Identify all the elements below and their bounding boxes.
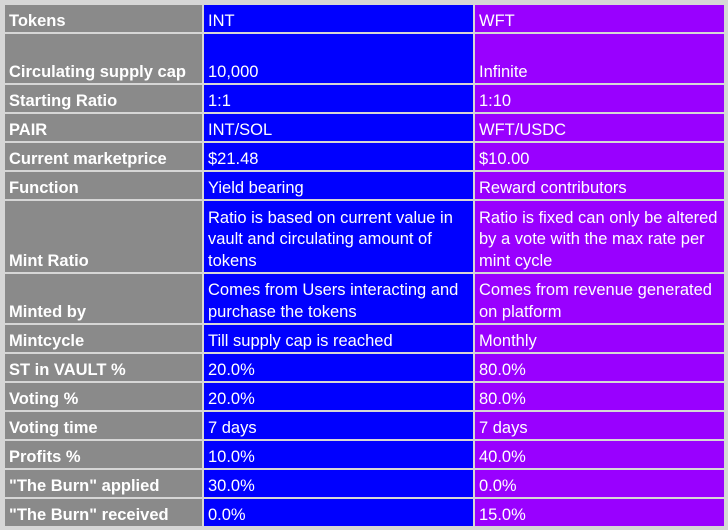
row-label: PAIR: [5, 114, 202, 141]
int-cell: 1:1: [204, 85, 473, 112]
int-cell: 10,000: [204, 34, 473, 83]
wft-cell: 40.0%: [475, 441, 724, 468]
wft-cell: 0.0%: [475, 470, 724, 497]
int-cell: Comes from Users interacting and purchas…: [204, 274, 473, 323]
wft-cell: WFT/USDC: [475, 114, 724, 141]
int-cell: Yield bearing: [204, 172, 473, 199]
table-row: Voting % 20.0% 80.0%: [5, 383, 724, 410]
wft-cell: Comes from revenue generated on platform: [475, 274, 724, 323]
table-row: Function Yield bearing Reward contributo…: [5, 172, 724, 199]
wft-cell: $10.00: [475, 143, 724, 170]
row-label: "The Burn" applied: [5, 470, 202, 497]
row-label: Profits %: [5, 441, 202, 468]
wft-cell: Infinite: [475, 34, 724, 83]
row-label: Current marketprice: [5, 143, 202, 170]
wft-cell: Ratio is fixed can only be altered by a …: [475, 201, 724, 272]
wft-cell: Reward contributors: [475, 172, 724, 199]
table-row: Mintcycle Till supply cap is reached Mon…: [5, 325, 724, 352]
wft-cell: 80.0%: [475, 383, 724, 410]
wft-cell: 7 days: [475, 412, 724, 439]
table-row: "The Burn" applied 30.0% 0.0%: [5, 470, 724, 497]
int-cell: INT: [204, 5, 473, 32]
int-cell: $21.48: [204, 143, 473, 170]
row-label: Voting %: [5, 383, 202, 410]
int-cell: 0.0%: [204, 499, 473, 526]
table-row: Profits % 10.0% 40.0%: [5, 441, 724, 468]
table-row: Voting time 7 days 7 days: [5, 412, 724, 439]
row-label: "The Burn" received: [5, 499, 202, 526]
wft-cell: 1:10: [475, 85, 724, 112]
table-row: Mint Ratio Ratio is based on current val…: [5, 201, 724, 272]
row-label: Minted by: [5, 274, 202, 323]
table-row: Minted by Comes from Users interacting a…: [5, 274, 724, 323]
table-row: PAIR INT/SOL WFT/USDC: [5, 114, 724, 141]
row-label: Mintcycle: [5, 325, 202, 352]
int-cell: 20.0%: [204, 354, 473, 381]
wft-cell: WFT: [475, 5, 724, 32]
table-row: Tokens INT WFT: [5, 5, 724, 32]
wft-cell: 15.0%: [475, 499, 724, 526]
row-label: Circulating supply cap: [5, 34, 202, 83]
int-cell: 20.0%: [204, 383, 473, 410]
table-row: ST in VAULT % 20.0% 80.0%: [5, 354, 724, 381]
int-cell: 10.0%: [204, 441, 473, 468]
int-cell: Ratio is based on current value in vault…: [204, 201, 473, 272]
int-cell: Till supply cap is reached: [204, 325, 473, 352]
table-row: Circulating supply cap 10,000 Infinite: [5, 34, 724, 83]
int-cell: 30.0%: [204, 470, 473, 497]
int-cell: 7 days: [204, 412, 473, 439]
table-row: "The Burn" received 0.0% 15.0%: [5, 499, 724, 526]
wft-cell: 80.0%: [475, 354, 724, 381]
int-cell: INT/SOL: [204, 114, 473, 141]
row-label: Mint Ratio: [5, 201, 202, 272]
wft-cell: Monthly: [475, 325, 724, 352]
row-label: Function: [5, 172, 202, 199]
row-label: Voting time: [5, 412, 202, 439]
row-label: Tokens: [5, 5, 202, 32]
row-label: ST in VAULT %: [5, 354, 202, 381]
table-row: Starting Ratio 1:1 1:10: [5, 85, 724, 112]
table-row: Current marketprice $21.48 $10.00: [5, 143, 724, 170]
token-comparison-table: Tokens INT WFT Circulating supply cap 10…: [3, 3, 726, 528]
row-label: Starting Ratio: [5, 85, 202, 112]
